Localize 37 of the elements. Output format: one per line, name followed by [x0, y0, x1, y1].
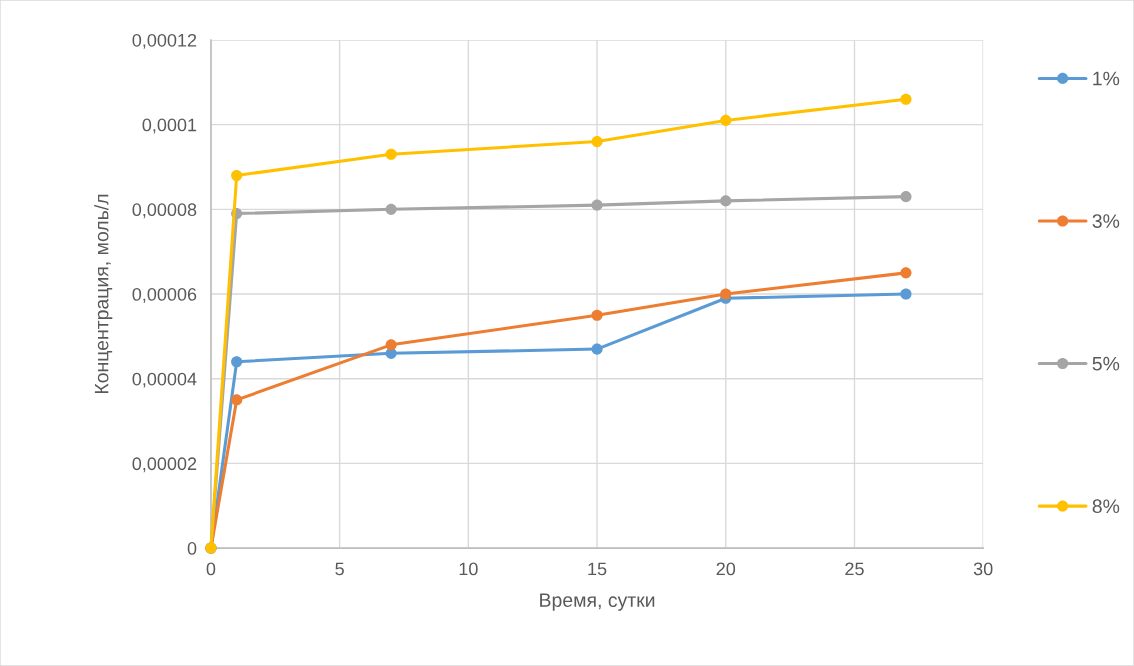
- x-tick-label: 30: [973, 562, 993, 576]
- point: [591, 136, 603, 148]
- x-tick-label: 10: [459, 562, 478, 576]
- legend-label: 8%: [1092, 499, 1120, 514]
- legend-label: 1%: [1093, 71, 1120, 86]
- x-tick-label: 25: [845, 562, 864, 576]
- y-tick-label: 0: [187, 542, 197, 555]
- point: [720, 195, 732, 207]
- x-tick-label: 20: [716, 562, 736, 576]
- y-axis-title: Концентрация, моль/л: [94, 194, 113, 394]
- point: [720, 288, 732, 300]
- point: [720, 114, 732, 126]
- point: [231, 169, 243, 182]
- y-tick-label: 0,00004: [132, 372, 197, 388]
- point: [231, 356, 243, 368]
- x-tick-label: 15: [588, 562, 607, 576]
- x-tick-label: 5: [335, 562, 344, 576]
- point: [385, 339, 397, 351]
- y-tick-label: 0,00008: [132, 203, 197, 219]
- point: [900, 267, 912, 279]
- point: [900, 93, 912, 105]
- point: [591, 199, 603, 211]
- y-tick-label: 0,0001: [142, 118, 197, 134]
- point: [385, 203, 397, 215]
- y-tick-label: 0,00006: [132, 287, 197, 303]
- x-axis-title: Время, сутки: [540, 593, 655, 611]
- point: [385, 148, 397, 160]
- y-tick-label: 0,00002: [132, 457, 197, 473]
- point: [591, 309, 603, 321]
- point: [231, 394, 243, 406]
- y-tick-label: 0,00012: [132, 33, 197, 49]
- legend-label: 3%: [1092, 214, 1120, 228]
- x-tick-label: 0: [206, 562, 216, 576]
- point: [900, 191, 912, 203]
- point: [900, 288, 912, 300]
- point: [591, 343, 603, 355]
- legend-label: 5%: [1092, 356, 1120, 371]
